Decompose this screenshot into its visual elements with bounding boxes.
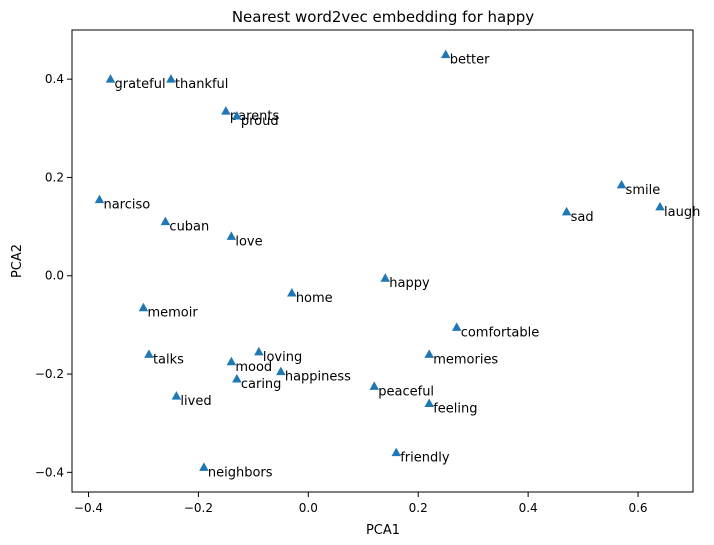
data-point-marker xyxy=(561,206,572,216)
y-tick-label: 0.0 xyxy=(45,269,64,283)
data-point-label: smile xyxy=(626,183,661,198)
data-point-marker xyxy=(144,349,154,358)
y-tick-label: 0.2 xyxy=(45,170,64,184)
y-axis-ticks: −0.4 −0.2 0.0 0.2 0.4 xyxy=(35,72,72,479)
data-point-marker xyxy=(94,194,105,204)
data-point-marker xyxy=(276,366,286,376)
x-tick-label: −0.2 xyxy=(184,501,213,515)
plot-area xyxy=(71,29,694,493)
data-point-label: comfortable xyxy=(461,325,540,340)
data-point-label: parents xyxy=(230,109,280,124)
data-point-marker xyxy=(166,74,176,83)
data-point-label: caring xyxy=(241,377,282,392)
data-point-marker xyxy=(226,231,237,240)
data-point-marker xyxy=(226,356,237,366)
data-point-marker xyxy=(424,349,434,358)
y-axis-label: PCA2 xyxy=(10,244,25,278)
data-point-label: better xyxy=(450,53,490,68)
data-point-marker xyxy=(655,201,665,211)
data-point-marker xyxy=(254,346,264,356)
data-point-marker xyxy=(171,391,182,400)
data-point-label: thankful xyxy=(175,77,229,92)
x-tick-label: 0.4 xyxy=(519,501,538,515)
data-point-label: lived xyxy=(180,394,211,409)
data-point-label: happiness xyxy=(285,370,351,385)
x-axis-ticks: −0.4 −0.2 0.0 0.2 0.4 0.6 xyxy=(74,492,648,515)
data-point-label: loving xyxy=(263,350,302,365)
x-tick-label: 0.2 xyxy=(409,501,428,515)
data-point-marker xyxy=(232,111,242,120)
data-point-label: memoir xyxy=(147,306,198,321)
data-point-label: cuban xyxy=(169,220,209,235)
data-point-label: grateful xyxy=(114,77,165,92)
chart-title: Nearest word2vec embedding for happy xyxy=(232,8,534,26)
data-point-marker xyxy=(440,49,451,59)
data-point-label: proud xyxy=(241,114,279,129)
y-tick-label: 0.4 xyxy=(45,72,64,86)
data-point-label: laugh xyxy=(664,205,700,220)
data-point-marker xyxy=(369,381,380,390)
data-point-label: memories xyxy=(433,352,498,367)
x-axis-label: PCA1 xyxy=(366,523,400,538)
data-point-marker xyxy=(391,447,401,457)
x-tick-label: 0.0 xyxy=(299,501,318,515)
data-point-marker xyxy=(616,179,627,189)
data-point-marker xyxy=(287,287,297,297)
data-point-label: neighbors xyxy=(208,465,273,480)
data-point-label: sad xyxy=(571,210,594,225)
data-point-marker xyxy=(199,462,209,471)
data-point-marker xyxy=(451,322,462,331)
x-tick-label: 0.6 xyxy=(628,501,647,515)
data-point-label: friendly xyxy=(400,451,450,466)
data-point-label: love xyxy=(235,234,262,249)
data-point-marker xyxy=(232,373,242,383)
data-point-label: narciso xyxy=(103,198,150,213)
data-point-marker xyxy=(105,74,116,83)
data-point-label: peaceful xyxy=(378,384,434,399)
data-point-marker xyxy=(160,216,171,226)
y-tick-label: −0.2 xyxy=(35,367,64,381)
data-point-label: feeling xyxy=(433,402,477,417)
y-tick-label: −0.4 xyxy=(35,465,64,479)
data-point-label: mood xyxy=(235,360,272,375)
data-point-label: home xyxy=(296,291,333,306)
data-point-marker xyxy=(380,273,390,282)
data-point-marker xyxy=(138,302,149,312)
x-tick-label: −0.4 xyxy=(74,501,103,515)
data-point-marker xyxy=(424,398,434,408)
data-point-label: happy xyxy=(389,276,430,291)
data-point-marker xyxy=(221,106,231,115)
data-point-label: talks xyxy=(153,352,184,367)
